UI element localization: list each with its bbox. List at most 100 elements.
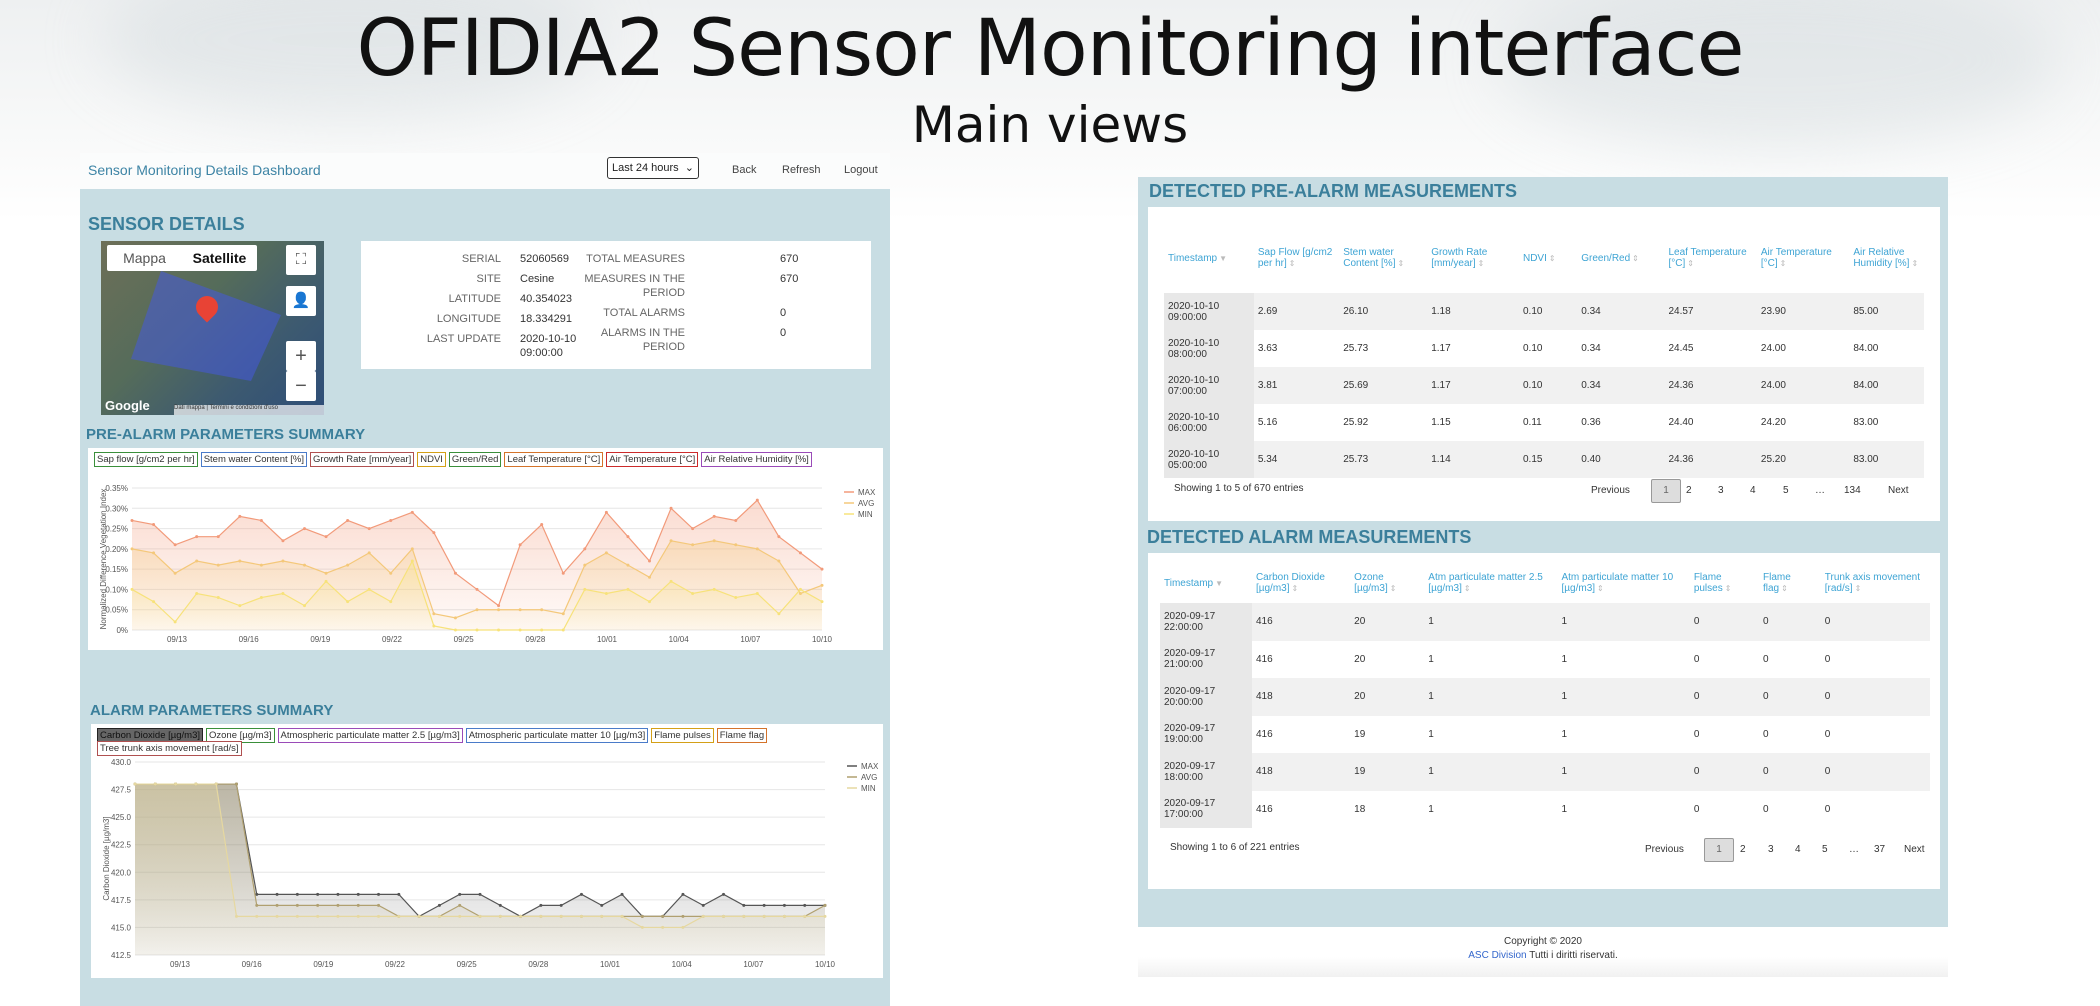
column-header[interactable]: Air Relative Humidity [%] ⇕ <box>1849 223 1924 293</box>
column-header[interactable]: Growth Rate [mm/year] ⇕ <box>1427 223 1519 293</box>
timestamp-date: 2020-09-17 <box>1164 648 1216 660</box>
sensor-map[interactable]: Mappa Satellite ⛶ 👤 + − Google Dati mapp… <box>101 241 324 415</box>
zoom-out-button[interactable]: − <box>286 371 316 401</box>
column-header[interactable]: Flame pulses ⇕ <box>1690 563 1759 603</box>
page-button[interactable]: 1 <box>1704 838 1734 862</box>
page-button[interactable]: 134 <box>1844 485 1861 496</box>
sort-icon[interactable]: ⇕ <box>1477 259 1485 268</box>
page-button[interactable]: 3 <box>1768 844 1774 855</box>
table-cell: 0.15 <box>1518 441 1578 478</box>
column-header[interactable]: Flame flag ⇕ <box>1759 563 1821 603</box>
y-tick-label: 0.35% <box>105 484 128 493</box>
fullscreen-icon[interactable]: ⛶ <box>286 245 316 275</box>
data-point <box>234 914 238 918</box>
page-button[interactable]: 3 <box>1718 485 1724 496</box>
column-header[interactable]: Atm particulate matter 10 [µg/m3] ⇕ <box>1557 563 1689 603</box>
legend-item[interactable]: Tree trunk axis movement [rad/s] <box>97 741 242 756</box>
legend-item[interactable]: Growth Rate [mm/year] <box>310 452 415 467</box>
legend-item[interactable]: Flame pulses <box>651 728 714 743</box>
legend-item[interactable]: Atmospheric particulate matter 10 [µg/m3… <box>465 728 649 743</box>
column-header[interactable]: Ozone [µg/m3] ⇕ <box>1350 563 1424 603</box>
sort-icon[interactable]: ▼ <box>1219 253 1228 263</box>
column-header[interactable]: Timestamp ▼ <box>1160 563 1252 603</box>
next-page-button[interactable]: Next <box>1904 844 1925 855</box>
legend-item[interactable]: Flame flag <box>716 728 768 743</box>
column-header[interactable]: Stem water Content [%] ⇕ <box>1339 223 1427 293</box>
page-button[interactable]: 4 <box>1795 844 1801 855</box>
data-point <box>669 579 673 583</box>
table-row[interactable]: 2020-09-17 17:00:00 416 18 1 1 0 0 0 <box>1160 790 1930 828</box>
sort-icon[interactable]: ⇕ <box>1781 584 1788 593</box>
previous-page-button[interactable]: Previous <box>1591 485 1630 496</box>
data-point <box>281 559 285 563</box>
table-row[interactable]: 2020-09-17 20:00:00 418 20 1 1 0 0 0 <box>1160 678 1930 716</box>
legend-item[interactable]: Sap flow [g/cm2 per hr] <box>94 452 198 467</box>
logout-link[interactable]: Logout <box>844 164 878 176</box>
table-row[interactable]: 2020-10-10 05:00:00 5.34 25.73 1.14 0.15 0.40 2… <box>1164 441 1924 478</box>
legend-item[interactable]: NDVI <box>417 452 446 467</box>
legend-item[interactable]: Stem water Content [%] <box>200 452 308 467</box>
back-link[interactable]: Back <box>732 164 757 176</box>
page-button[interactable]: 1 <box>1651 479 1681 503</box>
page-button[interactable]: 4 <box>1750 485 1756 496</box>
table-row[interactable]: 2020-10-10 07:00:00 3.81 25.69 1.17 0.10 0.34 2… <box>1164 367 1924 404</box>
data-point <box>275 914 279 918</box>
column-header[interactable]: Air Temperature [°C] ⇕ <box>1757 223 1849 293</box>
sort-icon[interactable]: ⇕ <box>1548 253 1556 263</box>
page-button[interactable]: 5 <box>1822 844 1828 855</box>
column-header[interactable]: NDVI ⇕ <box>1519 223 1577 293</box>
column-header[interactable]: Trunk axis movement [rad/s] ⇕ <box>1821 563 1930 603</box>
dashboard-title[interactable]: Sensor Monitoring Details Dashboard <box>88 162 321 178</box>
legend-item[interactable]: Atmospheric particulate matter 2.5 [µg/m… <box>277 728 463 743</box>
sort-icon[interactable]: ⇕ <box>1724 584 1732 593</box>
map-attribution[interactable]: Dati mappa | Termini e condizioni d'uso <box>174 405 324 415</box>
page-button[interactable]: 2 <box>1686 485 1692 496</box>
table-cell: 84.00 <box>1849 367 1924 404</box>
time-range-select[interactable]: Last 24 hours ⌄ <box>607 157 699 179</box>
sort-icon[interactable]: ⇕ <box>1911 259 1919 268</box>
sort-icon[interactable]: ⇕ <box>1291 584 1299 593</box>
page-button[interactable]: 2 <box>1740 844 1746 855</box>
legend-item[interactable]: Green/Red <box>448 452 502 467</box>
table-row[interactable]: 2020-10-10 08:00:00 3.63 25.73 1.17 0.10 0.34 2… <box>1164 330 1924 367</box>
page-button[interactable]: 5 <box>1783 485 1789 496</box>
data-point <box>295 903 299 907</box>
column-header[interactable]: Timestamp ▼ <box>1164 223 1254 293</box>
sort-icon[interactable]: ⇕ <box>1597 584 1604 593</box>
sort-icon[interactable]: ⇕ <box>1687 259 1694 268</box>
map-tab-mappa[interactable]: Mappa <box>123 250 166 266</box>
sort-icon[interactable]: ⇕ <box>1632 253 1639 263</box>
zoom-in-button[interactable]: + <box>286 341 316 371</box>
column-header[interactable]: Carbon Dioxide [µg/m3] ⇕ <box>1252 563 1350 603</box>
column-header[interactable]: Leaf Temperature [°C] ⇕ <box>1664 223 1756 293</box>
pegman-icon[interactable]: 👤 <box>286 286 316 316</box>
legend-item[interactable]: Air Relative Humidity [%] <box>701 452 812 467</box>
column-header[interactable]: Green/Red ⇕ <box>1577 223 1664 293</box>
table-row[interactable]: 2020-09-17 21:00:00 416 20 1 1 0 0 0 <box>1160 640 1930 678</box>
data-point <box>432 531 436 535</box>
table-row[interactable]: 2020-09-17 22:00:00 416 20 1 1 0 0 0 <box>1160 603 1930 641</box>
column-header[interactable]: Sap Flow [g/cm2 per hr] ⇕ <box>1254 223 1339 293</box>
sort-icon[interactable]: ⇕ <box>1463 584 1471 593</box>
refresh-link[interactable]: Refresh <box>782 164 821 176</box>
page-button[interactable]: 37 <box>1874 844 1886 855</box>
legend-item[interactable]: Leaf Temperature [°C] <box>504 452 604 467</box>
sort-icon[interactable]: ⇕ <box>1397 259 1405 268</box>
y-axis-label: Carbon Dioxide [µg/m3] <box>102 816 111 900</box>
data-point <box>626 587 630 591</box>
table-row[interactable]: 2020-09-17 19:00:00 416 19 1 1 0 0 0 <box>1160 715 1930 753</box>
sort-icon[interactable]: ⇕ <box>1854 584 1862 593</box>
next-page-button[interactable]: Next <box>1888 485 1909 496</box>
table-row[interactable]: 2020-09-17 18:00:00 418 19 1 1 0 0 0 <box>1160 753 1930 791</box>
table-row[interactable]: 2020-10-10 06:00:00 5.16 25.92 1.15 0.11 0.36 2… <box>1164 404 1924 441</box>
table-row[interactable]: 2020-10-10 09:00:00 2.69 26.10 1.18 0.10 0.34 2… <box>1164 293 1924 330</box>
sort-icon[interactable]: ⇕ <box>1389 584 1397 593</box>
sort-icon[interactable]: ⇕ <box>1288 259 1296 268</box>
sort-icon[interactable]: ▼ <box>1215 578 1224 588</box>
legend-item[interactable]: Air Temperature [°C] <box>606 452 699 467</box>
footer-org-link[interactable]: ASC Division <box>1468 950 1527 961</box>
previous-page-button[interactable]: Previous <box>1645 844 1684 855</box>
column-header[interactable]: Atm particulate matter 2.5 [µg/m3] ⇕ <box>1424 563 1557 603</box>
sort-icon[interactable]: ⇕ <box>1779 259 1787 268</box>
map-tab-satellite[interactable]: Satellite <box>192 250 247 266</box>
